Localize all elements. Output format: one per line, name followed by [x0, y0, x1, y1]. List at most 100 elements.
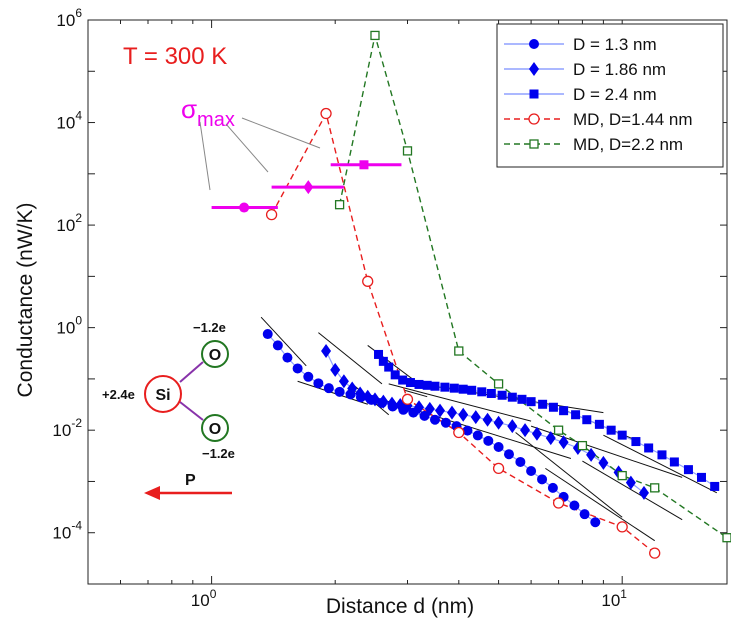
y-tick-label: 106	[56, 6, 82, 30]
o-bottom-charge-label: −1.2e	[202, 446, 235, 461]
data-point	[282, 352, 293, 363]
data-point	[414, 400, 425, 415]
data-point	[617, 470, 627, 481]
sio2-molecule-diagram: Si O O +2.4e −1.2e −1.2e	[102, 320, 235, 461]
data-point	[362, 275, 374, 287]
data-point	[265, 208, 278, 221]
data-point	[398, 375, 408, 385]
data-point	[467, 385, 477, 395]
data-point	[507, 392, 517, 402]
data-point	[722, 533, 731, 543]
axes: 100 101 106 104 102 100 10-2 10-4	[52, 6, 727, 610]
data-point	[598, 455, 609, 470]
data-point	[606, 425, 616, 435]
data-point	[449, 383, 459, 393]
data-point	[515, 456, 526, 467]
legend-label: D = 1.86 nm	[573, 60, 666, 79]
y-tick-label: 10-4	[52, 519, 82, 543]
si-atom-label: Si	[155, 387, 170, 404]
polarization-arrow: P	[144, 472, 232, 500]
data-point	[548, 402, 558, 412]
y-tick-label: 102	[56, 211, 82, 235]
y-axis-label: Conductance (nW/K)	[14, 203, 37, 398]
data-point	[537, 474, 548, 485]
data-point	[453, 426, 465, 439]
data-point	[571, 410, 581, 420]
data-point	[657, 450, 667, 460]
data-point	[558, 435, 569, 450]
data-point	[440, 382, 450, 392]
data-point	[338, 374, 349, 389]
data-point	[507, 419, 518, 434]
data-point	[486, 388, 496, 398]
data-point	[313, 378, 324, 389]
data-point	[579, 509, 590, 520]
data-point	[625, 475, 636, 490]
data-point	[594, 419, 604, 429]
fit-line	[260, 316, 307, 367]
data-point	[649, 547, 661, 559]
data-point	[493, 379, 504, 389]
data-point	[545, 431, 556, 446]
data-point	[517, 394, 527, 404]
data-point	[262, 329, 273, 340]
data-point	[362, 389, 373, 404]
data-point	[616, 521, 628, 533]
y-tick-label: 104	[56, 109, 82, 133]
legend: D = 1.3 nm D = 1.86 nm D = 2.4 nm MD, D=1.4…	[496, 23, 724, 168]
data-point	[538, 399, 548, 409]
data-point	[526, 397, 536, 407]
data-point	[347, 381, 358, 396]
series-markers	[262, 30, 731, 559]
data-point	[617, 430, 627, 440]
sigma-symbol: σ	[181, 94, 197, 124]
data-point	[422, 380, 432, 390]
data-point	[569, 500, 580, 511]
data-point	[303, 180, 314, 195]
data-point	[683, 465, 693, 475]
data-point	[330, 362, 341, 377]
data-point	[650, 483, 660, 493]
legend-marker	[529, 39, 539, 49]
o-atom-top-label: O	[209, 347, 221, 364]
sigma-max-bars	[211, 160, 402, 213]
legend-marker	[529, 139, 539, 149]
data-point	[272, 340, 283, 351]
fit-line	[545, 467, 655, 542]
data-point	[323, 383, 334, 394]
o-atom-top-icon	[201, 340, 229, 368]
data-point	[419, 410, 430, 421]
temperature-label: T = 300 K	[123, 43, 227, 70]
data-point	[547, 482, 558, 493]
data-point	[440, 417, 451, 428]
data-point	[378, 394, 389, 409]
data-point	[320, 107, 332, 120]
data-point	[378, 356, 388, 366]
data-point	[355, 386, 366, 401]
fit-line	[404, 389, 428, 398]
data-point	[321, 344, 332, 359]
data-point	[493, 415, 504, 430]
data-point	[493, 441, 504, 452]
data-point	[577, 440, 588, 451]
data-point	[374, 349, 384, 359]
legend-marker	[529, 89, 539, 99]
o-atom-bottom-label: O	[209, 421, 221, 438]
sigma-pointer-lines	[199, 117, 321, 191]
data-point	[370, 30, 380, 41]
fit-line	[603, 434, 718, 494]
data-point	[497, 390, 507, 400]
data-point	[390, 370, 400, 380]
legend-label: D = 1.3 nm	[573, 35, 657, 54]
sigma-max-label: σmax	[181, 94, 235, 131]
legend-label: MD, D=1.44 nm	[573, 110, 693, 129]
legend-label: MD, D=2.2 nm	[573, 135, 683, 154]
polarization-label: P	[185, 472, 196, 489]
legend-label: D = 2.4 nm	[573, 85, 657, 104]
si-charge-label: +2.4e	[102, 387, 135, 402]
data-point	[531, 426, 542, 441]
data-point	[586, 447, 597, 462]
data-point	[401, 393, 414, 405]
series-line	[338, 35, 728, 539]
